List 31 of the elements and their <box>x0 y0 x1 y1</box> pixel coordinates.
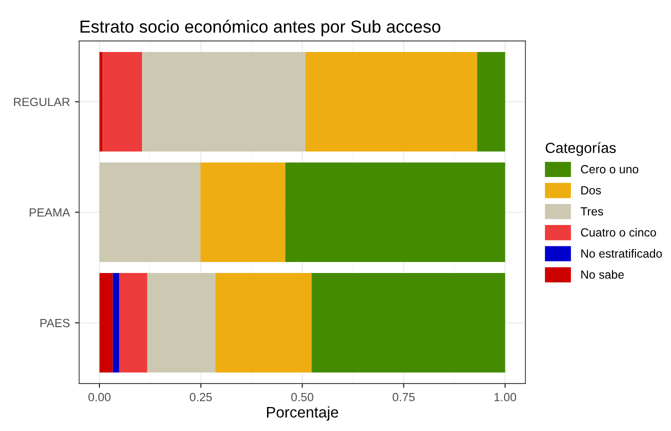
bar <box>142 52 306 152</box>
bar <box>477 52 506 152</box>
y-tick-label: REGULAR <box>14 98 70 106</box>
chart-title: Estrato socio económico antes por Sub acceso <box>80 20 440 36</box>
bar <box>306 52 478 152</box>
legend-title: Categorías <box>546 142 616 156</box>
legend-label: No sabe <box>581 270 624 279</box>
bar <box>215 273 312 373</box>
bar <box>99 52 103 152</box>
x-tick-label: 1.00 <box>494 392 516 402</box>
x-tick-label: 0.75 <box>392 392 415 402</box>
bar <box>147 273 216 373</box>
bar <box>200 162 286 262</box>
bar <box>112 273 120 373</box>
x-tick-label: 0.00 <box>88 392 110 402</box>
bar <box>119 273 148 373</box>
legend-label: Cuatro o cinco <box>580 228 656 237</box>
bar <box>312 273 506 373</box>
bar <box>285 162 506 262</box>
y-tick-label: PAES <box>40 318 70 328</box>
x-tick-label: 0.50 <box>291 392 314 402</box>
bar <box>102 52 142 152</box>
x-tick-label: 0.25 <box>190 392 212 402</box>
y-tick-label: PEAMA <box>30 208 70 217</box>
legend-label: No estratificado <box>581 249 662 258</box>
legend-label: Cero o uno <box>580 165 638 174</box>
legend-label: Dos <box>581 186 601 194</box>
bar <box>99 162 200 262</box>
bar <box>99 273 113 373</box>
legend-label: Tres <box>580 207 604 216</box>
x-axis-title: Porcentaje <box>267 406 338 421</box>
